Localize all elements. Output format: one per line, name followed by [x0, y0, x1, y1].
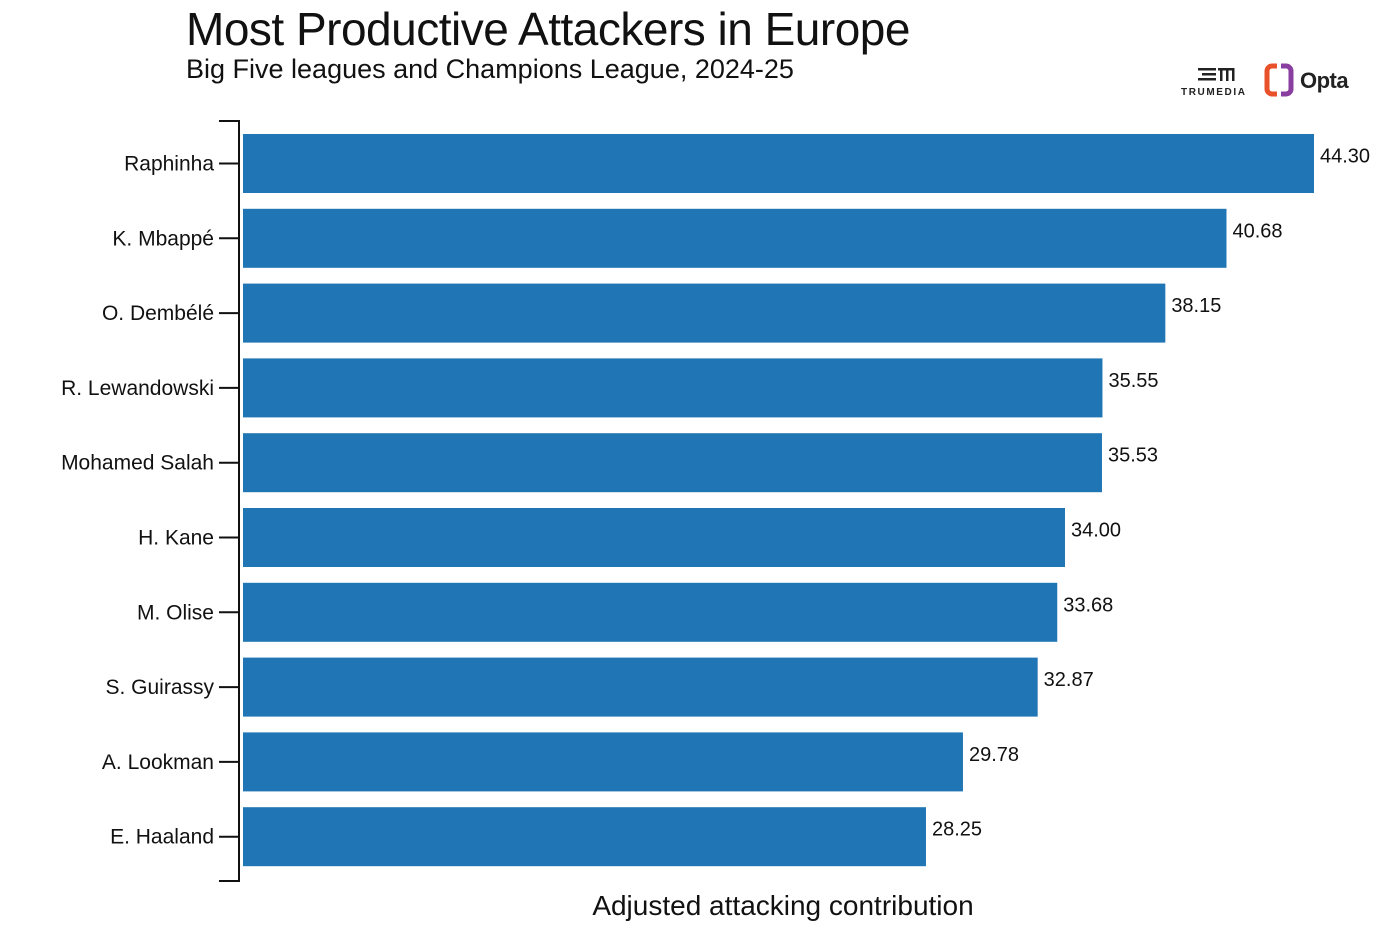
x-axis-label: Adjusted attacking contribution: [592, 890, 974, 921]
bar: [243, 657, 1038, 717]
data-label: 38.15: [1171, 295, 1221, 317]
data-label: 32.87: [1044, 669, 1094, 691]
y-tick-label: S. Guirassy: [105, 676, 214, 699]
data-label: 34.00: [1071, 520, 1121, 542]
bar: [243, 433, 1102, 493]
y-tick-label: E. Haaland: [110, 826, 214, 849]
data-label: 40.68: [1232, 220, 1282, 242]
bar: [243, 807, 926, 867]
data-label: 35.53: [1108, 445, 1158, 467]
y-tick-label: K. Mbappé: [112, 227, 214, 250]
data-label: 44.30: [1320, 146, 1370, 168]
bar: [243, 358, 1103, 418]
opta-icon: [1264, 63, 1294, 97]
data-label: 35.55: [1108, 370, 1158, 392]
y-tick-label: O. Dembélé: [102, 302, 214, 325]
data-label: 28.25: [932, 819, 982, 841]
bar: [243, 134, 1314, 193]
chart-title: Most Productive Attackers in Europe: [186, 3, 910, 55]
trumedia-wordmark: TRUMEDIA: [1181, 87, 1247, 98]
data-label: 29.78: [969, 744, 1019, 766]
y-tick-label: A. Lookman: [102, 751, 214, 774]
bar: [243, 283, 1166, 343]
bar: [243, 582, 1058, 642]
trumedia-icon: [1198, 68, 1235, 81]
y-tick-label: R. Lewandowski: [61, 377, 214, 400]
bar: [243, 208, 1227, 268]
chart-subtitle: Big Five leagues and Champions League, 2…: [186, 54, 794, 84]
data-label: 33.68: [1063, 594, 1113, 616]
y-tick-label: Mohamed Salah: [61, 452, 214, 475]
logos: TRUMEDIA Opta: [1178, 62, 1368, 102]
y-tick-label: Raphinha: [124, 153, 214, 176]
bar: [243, 508, 1065, 567]
y-tick-label: M. Olise: [137, 601, 214, 624]
opta-wordmark: Opta: [1300, 68, 1349, 93]
opta-logo: Opta: [1264, 62, 1374, 102]
bar: [243, 732, 963, 792]
y-tick-label: H. Kane: [138, 527, 214, 550]
trumedia-logo: TRUMEDIA: [1178, 62, 1258, 102]
